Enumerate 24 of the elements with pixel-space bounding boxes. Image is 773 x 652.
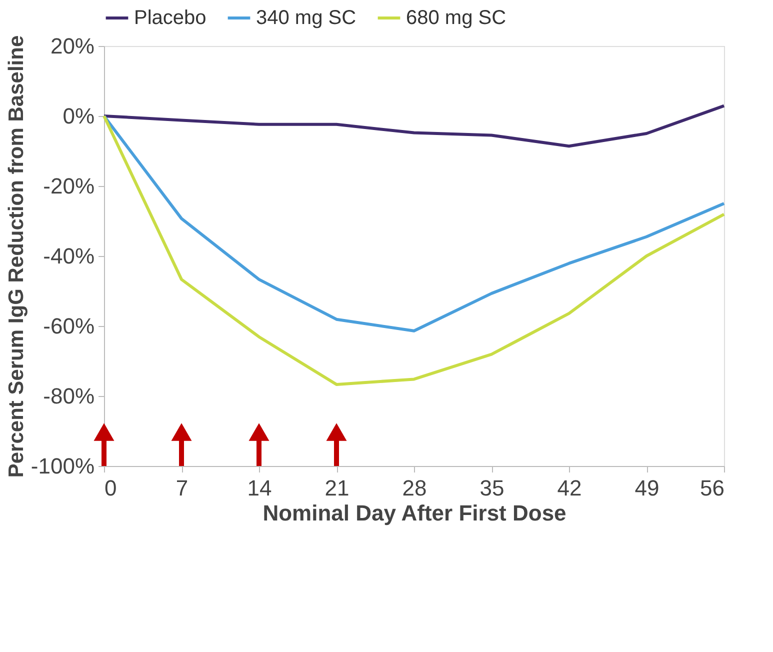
x-tick-label: 42 xyxy=(557,476,582,500)
y-tick-label: -20% xyxy=(43,174,94,198)
x-tick-label: 7 xyxy=(176,476,188,500)
x-tick-label: 21 xyxy=(324,476,350,500)
y-axis-title: Percent Serum IgG Reduction from Baseline xyxy=(4,35,28,478)
x-tick-label: 0 xyxy=(104,476,117,500)
y-tick-label: -60% xyxy=(43,314,94,338)
line-series xyxy=(102,114,726,386)
x-tick-label: 35 xyxy=(480,476,504,500)
y-tick-label: -40% xyxy=(43,244,94,268)
x-tick-label: 28 xyxy=(402,476,427,500)
legend-label: 680 mg SC xyxy=(406,7,506,29)
legend-label: 340 mg SC xyxy=(256,7,356,29)
line-series xyxy=(102,114,726,332)
x-axis-title: Nominal Day After First Dose xyxy=(262,500,566,526)
y-tick-label: -100% xyxy=(30,454,94,478)
y-tick-label: -80% xyxy=(43,384,94,408)
legend-label: Placebo xyxy=(134,7,206,29)
line-series xyxy=(102,104,726,148)
y-tick-label: 0% xyxy=(62,104,94,128)
x-tick-label: 49 xyxy=(634,476,660,500)
x-tick-label: 56 xyxy=(700,476,724,500)
x-tick-label: 14 xyxy=(247,476,272,500)
y-tick-label: 20% xyxy=(50,34,94,58)
